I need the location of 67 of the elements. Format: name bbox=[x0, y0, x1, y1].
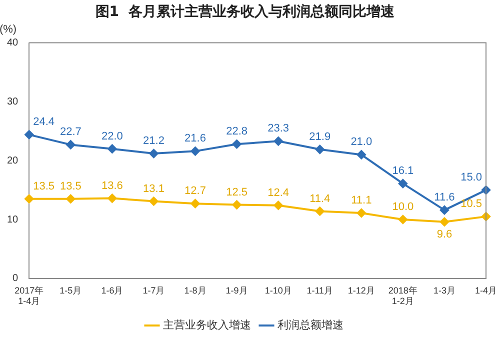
data-label: 21.9 bbox=[309, 130, 331, 143]
data-label: 22.0 bbox=[101, 130, 123, 142]
x-tick-label: 1-8月 bbox=[184, 285, 206, 296]
data-label: 10.5 bbox=[460, 198, 482, 210]
data-label: 13.1 bbox=[143, 182, 164, 195]
data-label: 22.7 bbox=[60, 126, 82, 138]
data-label: 12.7 bbox=[184, 185, 206, 198]
point bbox=[398, 179, 408, 188]
data-label: 12.4 bbox=[268, 186, 290, 199]
point bbox=[108, 144, 117, 154]
point bbox=[315, 206, 324, 216]
data-label: 24.4 bbox=[33, 116, 55, 128]
point bbox=[356, 150, 366, 160]
legend-label: 主营业务收入增速 bbox=[163, 318, 251, 332]
point bbox=[356, 208, 366, 218]
x-tick-label: 1-7月 bbox=[142, 285, 165, 296]
y-tick-label: 0 bbox=[12, 273, 19, 284]
x-tick-label: 1-5月 bbox=[60, 285, 82, 296]
data-label: 23.3 bbox=[268, 122, 290, 135]
x-tick-label: 1-9月 bbox=[226, 285, 248, 296]
point bbox=[190, 146, 200, 156]
data-label: 11.4 bbox=[310, 192, 330, 205]
point bbox=[398, 215, 408, 224]
x-tick-label: 2018年 1-2月 bbox=[388, 285, 418, 306]
point bbox=[108, 194, 117, 203]
point bbox=[315, 144, 324, 154]
y-tick-label: 20 bbox=[7, 155, 19, 166]
point bbox=[24, 130, 34, 140]
point bbox=[149, 149, 158, 158]
data-label: 10.0 bbox=[392, 201, 414, 214]
data-label: 21.2 bbox=[143, 135, 164, 148]
data-label: 13.6 bbox=[101, 180, 123, 192]
point bbox=[274, 200, 283, 210]
data-label: 12.5 bbox=[226, 186, 248, 198]
point bbox=[440, 217, 449, 226]
point bbox=[149, 196, 158, 206]
data-label: 11.1 bbox=[351, 194, 372, 207]
data-label: 11.6 bbox=[434, 192, 455, 204]
y-tick-label: 30 bbox=[7, 96, 19, 108]
point bbox=[232, 200, 242, 210]
y-tick-label: 10 bbox=[7, 214, 19, 226]
y-axis-title: (%) bbox=[0, 23, 17, 36]
x-tick-label: 2017年 1-4月 bbox=[14, 285, 44, 306]
point bbox=[66, 194, 76, 204]
x-tick-label: 1-10月 bbox=[264, 285, 292, 296]
x-tick-label: 1-12月 bbox=[348, 285, 375, 296]
x-tick-label: 1-6月 bbox=[101, 285, 124, 296]
point bbox=[190, 199, 200, 208]
point bbox=[232, 140, 242, 149]
chart-title: 图1 各月累计主营业务收入与利润总额同比增速 bbox=[95, 3, 396, 20]
legend-label: 利润总额增速 bbox=[278, 318, 344, 332]
data-label: 21.0 bbox=[350, 136, 372, 148]
data-label: 15.0 bbox=[460, 172, 482, 184]
point bbox=[66, 140, 76, 150]
data-label: 13.5 bbox=[60, 180, 82, 192]
data-label: 13.5 bbox=[33, 180, 55, 192]
x-tick-label: 1-3月 bbox=[433, 285, 456, 296]
point bbox=[274, 136, 283, 146]
data-label: 22.8 bbox=[226, 126, 248, 138]
point bbox=[24, 194, 34, 204]
data-label: 16.1 bbox=[392, 165, 414, 178]
x-tick-label: 1-11月 bbox=[306, 285, 334, 296]
data-label: 21.6 bbox=[184, 132, 206, 145]
y-tick-label: 40 bbox=[7, 38, 19, 49]
point bbox=[440, 206, 449, 215]
x-tick-label: 1-4月 bbox=[474, 285, 498, 296]
data-label: 9.6 bbox=[436, 228, 452, 240]
